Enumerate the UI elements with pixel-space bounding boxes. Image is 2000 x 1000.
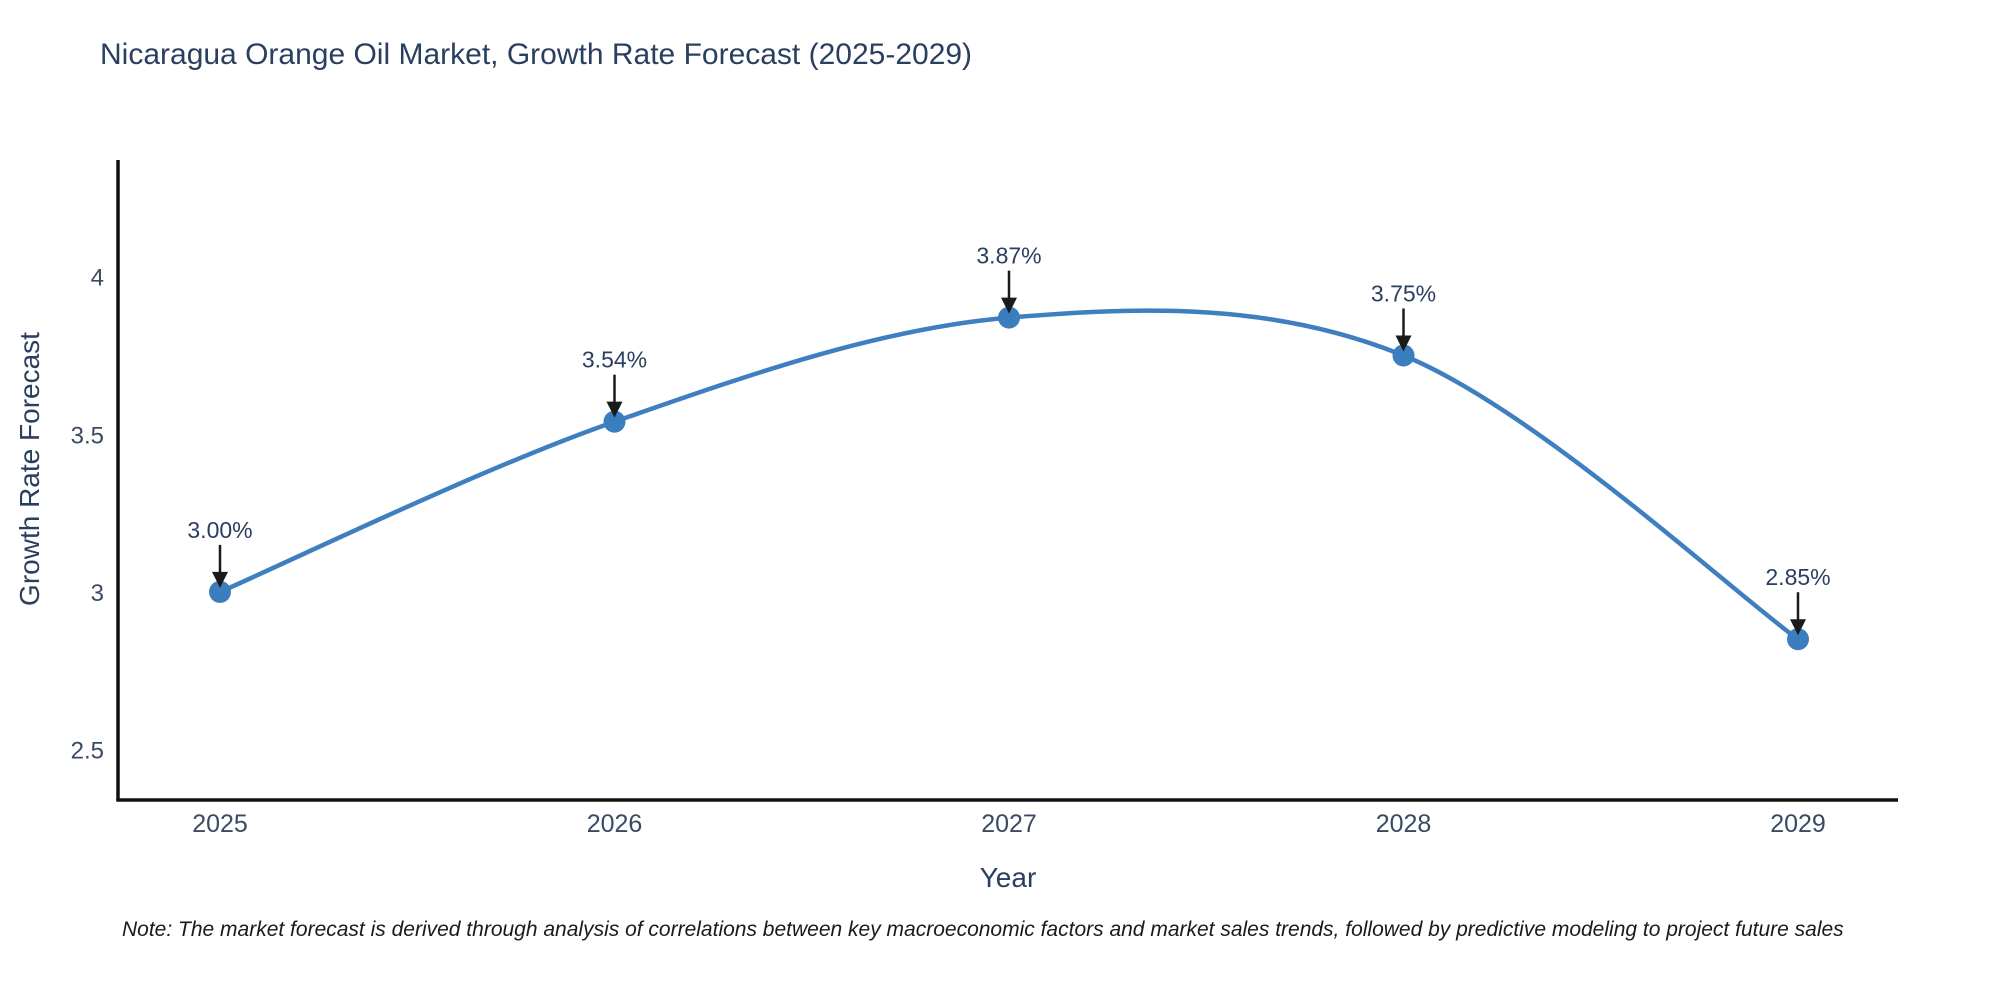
x-tick-label: 2025: [192, 810, 248, 838]
y-tick-label: 2.5: [71, 738, 104, 765]
chart-title: Nicaragua Orange Oil Market, Growth Rate…: [100, 38, 973, 71]
annotation-arrow-head: [606, 401, 623, 418]
data-point: [1392, 344, 1415, 367]
y-tick-label: 4: [91, 265, 104, 292]
x-axis-title: Year: [979, 862, 1037, 893]
point-value-label: 3.00%: [187, 517, 252, 543]
x-tick-label: 2029: [1770, 810, 1826, 838]
annotation-arrow-head: [1395, 335, 1412, 352]
annotation-arrow-head: [212, 571, 228, 588]
point-value-label: 2.85%: [1765, 564, 1830, 590]
x-tick-label: 2027: [981, 810, 1037, 838]
forecast-line: [217, 308, 1801, 642]
annotation-arrow-head: [1790, 619, 1806, 636]
data-point: [1787, 628, 1809, 651]
x-tick-label: 2028: [1376, 810, 1432, 838]
forecast-line-path: [217, 308, 1801, 642]
footnote: Note: The market forecast is derived thr…: [122, 918, 1844, 941]
data-point: [603, 410, 626, 433]
data-point-markers: [209, 306, 1809, 651]
data-point: [209, 580, 231, 603]
point-annotations: 3.00% 3.54% 3.87% 3.75% 2.85%: [187, 243, 1831, 636]
point-value-label: 3.75%: [1371, 280, 1436, 306]
y-tick-label: 3: [91, 580, 104, 607]
annotation-arrow-head: [1001, 297, 1017, 314]
data-point: [998, 306, 1020, 329]
x-tick-label: 2026: [587, 810, 643, 838]
tick-labels: 2.5 3 3.5 4 2025 2026 2027 2028 2029: [71, 265, 1826, 838]
point-value-label: 3.54%: [582, 347, 647, 373]
y-axis-title: Growth Rate Forecast: [14, 332, 45, 606]
axes: [116, 160, 1898, 802]
y-tick-label: 3.5: [71, 422, 104, 449]
point-value-label: 3.87%: [976, 243, 1041, 269]
